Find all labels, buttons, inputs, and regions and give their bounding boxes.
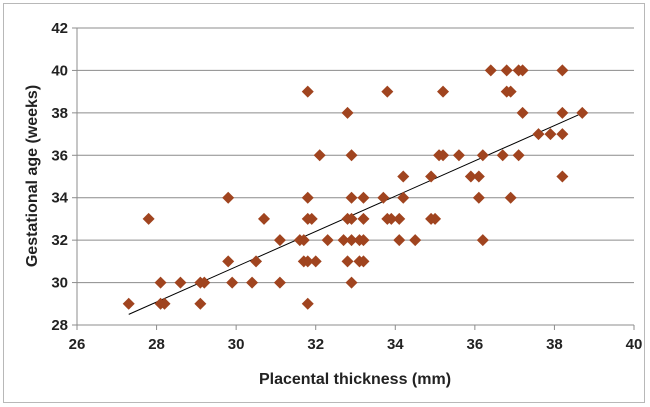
data-point xyxy=(222,191,235,204)
data-point xyxy=(222,255,235,268)
data-point xyxy=(122,297,135,310)
y-tick-labels: 28 30 32 34 36 38 40 42 xyxy=(51,20,68,334)
data-point xyxy=(504,191,517,204)
data-point xyxy=(246,276,259,289)
data-point xyxy=(393,234,406,247)
data-point xyxy=(409,234,422,247)
data-point xyxy=(472,191,485,204)
data-point xyxy=(464,170,477,183)
data-point xyxy=(516,106,529,119)
data-point xyxy=(174,276,187,289)
data-point xyxy=(321,234,334,247)
data-point xyxy=(556,128,569,141)
x-tick-label: 40 xyxy=(626,336,643,353)
x-tick-label: 36 xyxy=(467,336,484,353)
y-tick-label: 30 xyxy=(51,275,68,292)
data-point xyxy=(309,255,322,268)
data-point xyxy=(337,234,350,247)
data-point xyxy=(476,149,489,162)
data-point xyxy=(273,234,286,247)
data-point xyxy=(194,297,207,310)
x-axis-title: Placental thickness (mm) xyxy=(259,371,451,388)
data-point xyxy=(512,149,525,162)
data-point xyxy=(257,212,270,225)
data-point xyxy=(385,212,398,225)
data-points xyxy=(122,64,589,310)
y-tick-label: 38 xyxy=(51,105,68,122)
data-point xyxy=(429,212,442,225)
y-tick-label: 42 xyxy=(51,20,68,37)
data-point xyxy=(305,212,318,225)
data-point xyxy=(437,149,450,162)
data-point xyxy=(357,255,370,268)
data-point xyxy=(437,85,450,98)
data-point xyxy=(377,191,390,204)
data-point xyxy=(381,85,394,98)
y-tick-label: 36 xyxy=(51,147,68,164)
data-point xyxy=(544,128,557,141)
data-point xyxy=(226,276,239,289)
data-point xyxy=(532,128,545,141)
data-point xyxy=(393,212,406,225)
data-point xyxy=(472,170,485,183)
data-point xyxy=(313,149,326,162)
data-point xyxy=(301,297,314,310)
data-point xyxy=(301,85,314,98)
y-tick-label: 32 xyxy=(51,232,68,249)
data-point xyxy=(500,64,513,77)
data-point xyxy=(158,297,171,310)
data-point xyxy=(250,255,263,268)
y-axis-title: Gestational age (weeks) xyxy=(24,85,41,267)
data-point xyxy=(425,170,438,183)
data-point xyxy=(301,191,314,204)
data-point xyxy=(154,276,167,289)
data-point xyxy=(273,276,286,289)
data-point xyxy=(345,191,358,204)
data-point xyxy=(345,212,358,225)
data-point xyxy=(484,64,497,77)
data-point xyxy=(476,234,489,247)
y-tick-label: 28 xyxy=(51,317,68,334)
data-point xyxy=(357,212,370,225)
data-point xyxy=(504,85,517,98)
data-point xyxy=(556,106,569,119)
axes xyxy=(72,27,635,330)
data-point xyxy=(397,170,410,183)
data-point xyxy=(556,64,569,77)
data-point xyxy=(142,212,155,225)
data-point xyxy=(301,255,314,268)
data-point xyxy=(397,191,410,204)
x-tick-label: 26 xyxy=(69,336,86,353)
data-point xyxy=(357,234,370,247)
data-point xyxy=(198,276,211,289)
data-point xyxy=(452,149,465,162)
x-tick-label: 30 xyxy=(228,336,245,353)
x-tick-label: 32 xyxy=(307,336,324,353)
data-point xyxy=(496,149,509,162)
data-point xyxy=(357,191,370,204)
data-point xyxy=(576,106,589,119)
y-tick-label: 34 xyxy=(51,190,68,207)
data-point xyxy=(345,149,358,162)
data-point xyxy=(516,64,529,77)
data-point xyxy=(341,255,354,268)
x-tick-label: 28 xyxy=(148,336,165,353)
data-point xyxy=(341,106,354,119)
data-point xyxy=(297,234,310,247)
data-point xyxy=(345,276,358,289)
x-tick-label: 38 xyxy=(546,336,563,353)
data-point xyxy=(345,234,358,247)
x-tick-label: 34 xyxy=(387,336,404,353)
y-tick-label: 40 xyxy=(51,62,68,79)
gridlines xyxy=(77,27,634,284)
chart-frame xyxy=(3,3,645,403)
data-point xyxy=(556,170,569,183)
x-tick-labels: 26 28 30 32 34 36 38 40 xyxy=(69,336,643,353)
